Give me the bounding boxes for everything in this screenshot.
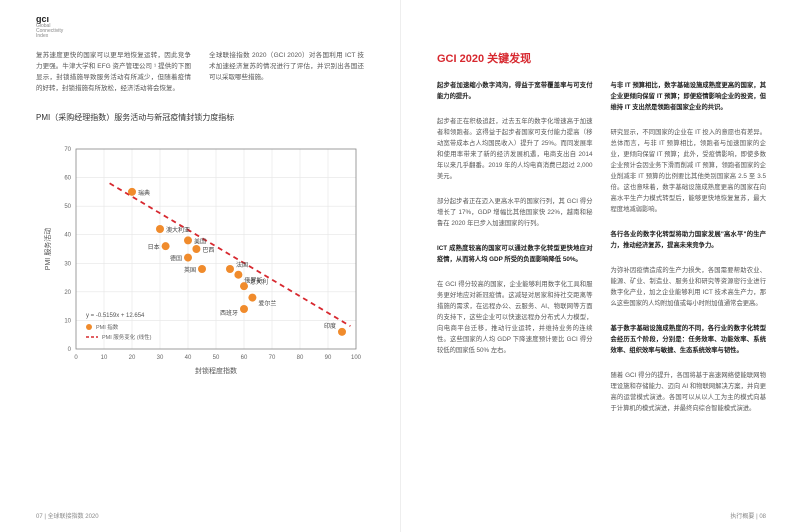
lead-text: 各行各业的数字化转型将助力国家发展"高水平"的生产力，推动经济复苏，提高未来竞争… [611,231,767,249]
svg-text:0: 0 [74,355,78,361]
right-columns: 起步者加速缩小数字鸿沟，得益于宽带覆盖率与可支付能力的提升。起步者正在积极追赶，… [437,80,766,428]
body-text: 起步者正在积极追赶，过去五年的数字化增速高于加速者和领跑者。这得益于起步者国家可… [437,118,593,180]
svg-text:法国: 法国 [236,261,248,269]
text-block: 随着 GCI 得分的提升，各国将基于高速网络使能联网物理设施和存储能力、迈向 A… [611,370,767,414]
svg-text:德国: 德国 [170,255,182,263]
body-text: 在 GCI 得分较高的国家，企业能够利用数字化工具和服务更好地应对新冠疫情。这减… [437,281,593,354]
svg-text:70: 70 [269,355,276,361]
svg-text:40: 40 [185,355,192,361]
svg-text:60: 60 [64,176,71,182]
svg-text:巴西: 巴西 [202,247,214,254]
right-col-1: 起步者加速缩小数字鸿沟，得益于宽带覆盖率与可支付能力的提升。起步者正在积极追赶，… [437,80,593,428]
svg-text:印度: 印度 [324,322,336,330]
lead-text: ICT 成熟度较高的国家可以通过数字化转型更快地应对疫情，从而将人均 GDP 所… [437,245,593,263]
text-block: 部分起步者正在迈入更高水平的国家行列，其 GCI 得分增长了 17%，GDP 增… [437,196,593,229]
svg-text:PMI 服务变化 (线性): PMI 服务变化 (线性) [102,333,152,341]
page-right: GCI 2020 关键发现 起步者加速缩小数字鸿沟，得益于宽带覆盖率与可支付能力… [401,0,802,532]
svg-text:100: 100 [351,355,362,361]
svg-text:0: 0 [68,347,72,353]
svg-text:70: 70 [64,147,71,153]
svg-text:30: 30 [157,355,164,361]
logo: gcı Global Connectivity Index [36,14,63,39]
chart-svg: 0 10 20 30 40 50 60 70 0 10 20 30 40 50 60 70 80 90 100 瑞典澳… [36,131,366,391]
text-block: 在 GCI 得分较高的国家，企业能够利用数字化工具和服务更好地应对新冠疫情。这减… [437,279,593,356]
svg-text:英国: 英国 [184,266,196,274]
svg-text:美国: 美国 [194,238,206,246]
svg-text:90: 90 [325,355,332,361]
page-left: gcı Global Connectivity Index 复苏速度更快的国家可… [0,0,401,532]
svg-text:30: 30 [64,261,71,267]
chart-title: PMI（采购经理指数）服务活动与新冠疫情封锁力度指标 [36,112,364,123]
text-block: ICT 成熟度较高的国家可以通过数字化转型更快地应对疫情，从而将人均 GDP 所… [437,243,593,265]
svg-text:封锁程度指数: 封锁程度指数 [195,366,237,375]
svg-text:20: 20 [64,290,71,296]
svg-text:10: 10 [101,355,108,361]
svg-text:20: 20 [129,355,136,361]
text-block: 研究显示，不同国家的企业在 IT 投入的意愿也有差异。总体而言，与非 IT 预算… [611,127,767,215]
body-text: 部分起步者正在迈入更高水平的国家行列，其 GCI 得分增长了 17%，GDP 增… [437,198,593,227]
scatter-chart: 0 10 20 30 40 50 60 70 0 10 20 30 40 50 60 70 80 90 100 瑞典澳… [36,131,366,391]
body-text: 研究显示，不同国家的企业在 IT 投入的意愿也有差异。总体而言，与非 IT 预算… [611,129,767,213]
logo-sub: Global Connectivity Index [36,24,63,39]
svg-text:50: 50 [64,204,71,210]
text-block: 为弥补因疫情造成的生产力损失，各国需要帮助农业、能源、矿业、制造业、服务业和研究… [611,265,767,309]
svg-text:y = -0.5159x + 12.654: y = -0.5159x + 12.654 [86,313,145,319]
text-block: 与非 IT 预算相比，数字基础设施成熟度更高的国家，其企业更倾向保留 IT 预算… [611,80,767,113]
svg-text:80: 80 [297,355,304,361]
lead-text: 基于数字基础设施成熟度的不同，各行业的数字化转型会经历五个阶段，分别是：任务效率… [611,325,767,354]
text-block: 基于数字基础设施成熟度的不同，各行业的数字化转型会经历五个阶段，分别是：任务效率… [611,323,767,356]
text-block: 各行各业的数字化转型将助力国家发展"高水平"的生产力，推动经济复苏，提高未来竞争… [611,229,767,251]
intro-col-2: 全球联接指数 2020（GCI 2020）对各国利用 ICT 技术加速经济复苏的… [209,50,364,94]
text-block: 起步者正在积极追赶，过去五年的数字化增速高于加速者和领跑者。这得益于起步者国家可… [437,116,593,182]
body-text: 随着 GCI 得分的提升，各国将基于高速网络使能联网物理设施和存储能力、迈向 A… [611,372,767,412]
svg-text:澳大利亚: 澳大利亚 [166,226,190,234]
intro-col-1: 复苏速度更快的国家可以更早地恢复运转，因此竞争力更强。牛津大学和 EFG 资产管… [36,50,191,94]
right-col-2: 与非 IT 预算相比，数字基础设施成熟度更高的国家，其企业更倾向保留 IT 预算… [611,80,767,428]
footer-right: 执行概要 | 08 [730,511,766,520]
svg-text:日本: 日本 [148,243,160,251]
footer-left: 07 | 全球联接指数 2020 [36,511,99,520]
svg-text:西班牙: 西班牙 [220,309,238,317]
svg-text:爱尔兰: 爱尔兰 [258,300,276,308]
svg-text:60: 60 [241,355,248,361]
svg-text:40: 40 [64,233,71,239]
lead-text: 起步者加速缩小数字鸿沟，得益于宽带覆盖率与可支付能力的提升。 [437,82,593,100]
svg-text:PMI 服务活动: PMI 服务活动 [43,228,52,270]
text-block: 起步者加速缩小数字鸿沟，得益于宽带覆盖率与可支付能力的提升。 [437,80,593,102]
svg-text:10: 10 [64,319,71,325]
key-findings-header: GCI 2020 关键发现 [437,50,766,66]
intro-columns: 复苏速度更快的国家可以更早地恢复运转，因此竞争力更强。牛津大学和 EFG 资产管… [36,50,364,94]
svg-text:50: 50 [213,355,220,361]
lead-text: 与非 IT 预算相比，数字基础设施成熟度更高的国家，其企业更倾向保留 IT 预算… [611,82,767,111]
svg-text:意大利: 意大利 [250,278,268,286]
svg-text:瑞典: 瑞典 [138,189,150,197]
body-text: 为弥补因疫情造成的生产力损失，各国需要帮助农业、能源、矿业、制造业、服务业和研究… [611,267,767,307]
svg-text:PMI 指数: PMI 指数 [96,323,119,331]
